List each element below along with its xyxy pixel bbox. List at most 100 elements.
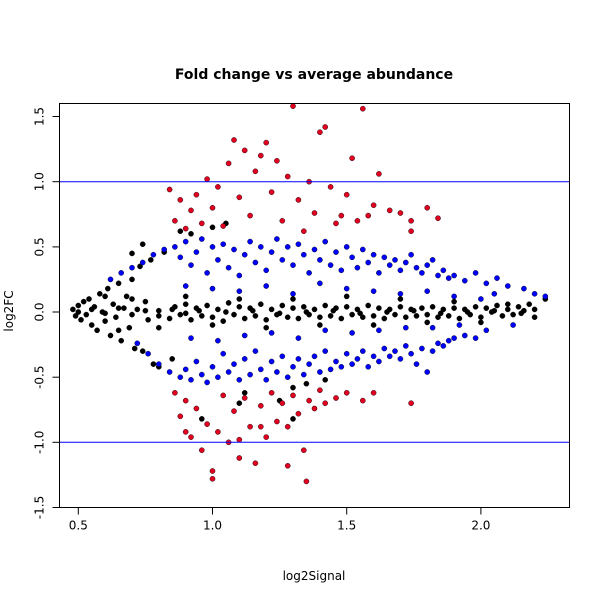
data-point (209, 224, 216, 231)
data-point (290, 290, 296, 297)
data-point (303, 309, 310, 315)
data-point (147, 257, 154, 263)
data-point (193, 358, 200, 365)
data-point (137, 263, 143, 270)
data-point (241, 251, 248, 258)
data-point (518, 310, 525, 317)
plot-area (59, 103, 570, 508)
data-point (198, 447, 205, 454)
data-point (435, 272, 441, 279)
data-point (241, 356, 248, 362)
data-point (354, 356, 361, 362)
data-point (295, 335, 302, 341)
data-point (376, 358, 382, 365)
data-point (494, 302, 500, 309)
data-point (392, 311, 398, 318)
data-point (472, 303, 479, 310)
data-point (231, 311, 237, 318)
data-point (311, 306, 318, 313)
data-point (370, 389, 377, 396)
data-point (397, 296, 404, 302)
y-tick-label: -1.0 (33, 431, 47, 454)
data-point (429, 303, 436, 310)
data-point (252, 460, 259, 467)
data-point (381, 315, 388, 322)
data-point (451, 305, 457, 311)
data-point (311, 405, 318, 412)
data-point (419, 270, 425, 276)
data-point (311, 210, 318, 216)
data-point (349, 254, 355, 261)
data-point (284, 423, 291, 430)
data-point (225, 369, 232, 375)
data-point (440, 306, 447, 313)
data-point (252, 259, 259, 266)
data-point (410, 307, 417, 314)
data-point (392, 257, 398, 263)
data-point (129, 250, 135, 257)
data-point (370, 353, 377, 360)
data-point (249, 307, 256, 314)
data-point (478, 314, 484, 321)
data-point (290, 262, 296, 268)
data-point (220, 318, 226, 324)
data-point (461, 332, 468, 339)
data-point (231, 408, 237, 414)
data-point (317, 369, 323, 375)
data-point (397, 267, 404, 274)
data-point (359, 314, 366, 321)
data-point (290, 296, 296, 302)
data-point (241, 389, 248, 396)
data-point (121, 305, 127, 311)
data-point (376, 270, 382, 276)
data-point (343, 303, 350, 310)
data-point (102, 318, 108, 324)
data-point (268, 358, 275, 365)
data-point (145, 350, 151, 357)
data-point (290, 416, 296, 422)
data-point (161, 246, 167, 253)
data-point (330, 307, 337, 314)
data-point (105, 285, 111, 292)
data-point (188, 207, 194, 214)
data-point (279, 302, 286, 309)
data-point (445, 337, 452, 344)
data-point (80, 298, 87, 305)
data-point (472, 270, 479, 276)
data-point (177, 228, 184, 234)
data-point (306, 270, 312, 276)
data-point (456, 315, 463, 322)
data-point (510, 311, 516, 318)
data-point (303, 380, 310, 387)
data-point (343, 350, 350, 357)
data-point (231, 361, 237, 367)
data-point (215, 306, 221, 313)
data-point (142, 298, 149, 305)
data-point (365, 259, 372, 266)
data-point (182, 310, 189, 317)
data-point (263, 376, 270, 383)
data-point (392, 348, 398, 354)
data-point (274, 157, 280, 164)
data-point (327, 262, 334, 268)
data-point (150, 361, 157, 367)
data-point (504, 301, 511, 308)
data-point (86, 296, 92, 302)
data-point (376, 305, 382, 311)
data-point (182, 301, 189, 308)
data-point (354, 306, 361, 313)
data-point (166, 369, 173, 375)
data-point (290, 363, 296, 370)
data-point (198, 313, 205, 319)
data-point (333, 395, 339, 401)
data-point (526, 301, 533, 308)
data-point (263, 434, 270, 440)
y-tick-label: 0.5 (33, 237, 47, 256)
data-point (445, 313, 452, 319)
data-point (279, 257, 286, 263)
data-point (386, 353, 393, 360)
data-point (295, 356, 302, 362)
data-point (338, 267, 345, 274)
data-point (134, 340, 141, 347)
data-point (343, 389, 350, 396)
